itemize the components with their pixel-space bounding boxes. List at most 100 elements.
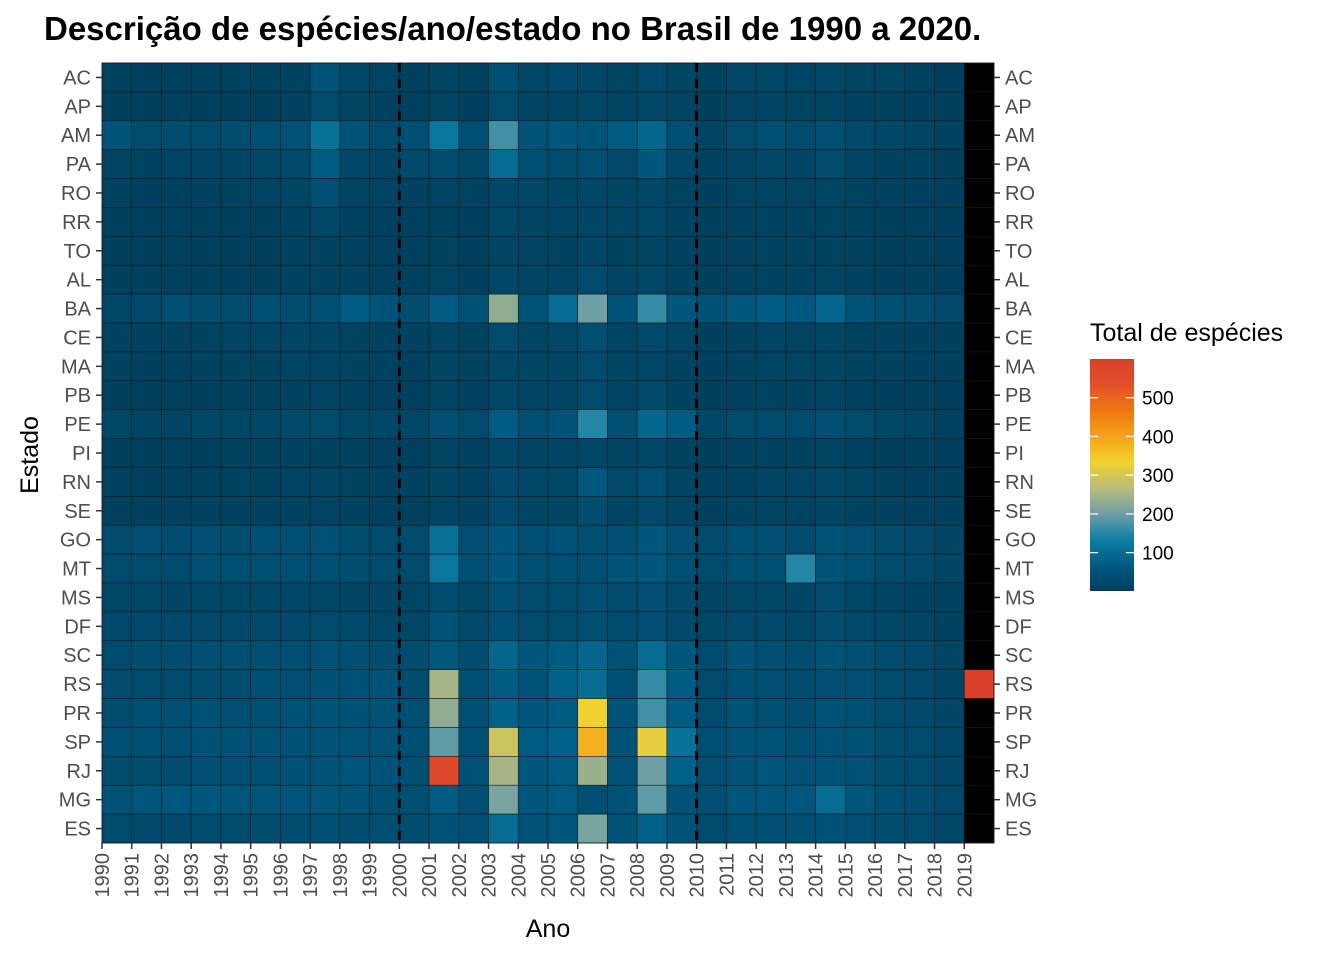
heatmap-cell bbox=[458, 380, 489, 410]
heatmap-cell bbox=[785, 178, 816, 208]
heatmap-cell bbox=[280, 524, 311, 555]
heatmap-cell bbox=[726, 178, 757, 208]
heatmap-cell bbox=[517, 91, 549, 122]
heatmap-cell bbox=[696, 813, 727, 844]
heatmap-cell bbox=[904, 120, 935, 150]
heatmap-cell bbox=[666, 149, 697, 179]
heatmap-cell bbox=[190, 496, 222, 526]
heatmap-cell bbox=[488, 467, 519, 497]
heatmap-cell bbox=[250, 553, 281, 584]
heatmap-cell bbox=[785, 293, 816, 324]
heatmap-cell bbox=[547, 640, 579, 670]
heatmap-cell bbox=[339, 438, 370, 468]
heatmap-cell bbox=[161, 409, 192, 439]
heatmap-cell bbox=[458, 727, 489, 757]
y-tick-label-right: PI bbox=[1005, 443, 1024, 465]
heatmap-cell bbox=[161, 611, 192, 642]
heatmap-cell bbox=[963, 582, 995, 613]
heatmap-cell bbox=[636, 640, 668, 670]
heatmap-cell bbox=[488, 582, 519, 613]
heatmap-cell bbox=[161, 438, 192, 468]
heatmap-cell bbox=[815, 322, 846, 353]
heatmap-cell bbox=[458, 62, 489, 93]
heatmap-cell bbox=[726, 409, 757, 439]
heatmap-cell bbox=[309, 669, 341, 699]
heatmap-cell bbox=[428, 727, 460, 757]
heatmap-cell bbox=[190, 149, 222, 179]
heatmap-cell bbox=[428, 756, 460, 786]
heatmap-cell bbox=[904, 611, 935, 642]
heatmap-cell bbox=[577, 322, 608, 353]
heatmap-cell bbox=[161, 120, 192, 150]
y-tick-label-right: ES bbox=[1005, 819, 1032, 841]
heatmap-cell bbox=[577, 207, 608, 237]
heatmap-cell bbox=[190, 322, 222, 353]
heatmap-cell bbox=[755, 438, 787, 468]
heatmap-cell bbox=[131, 293, 162, 324]
heatmap-cell bbox=[696, 698, 727, 728]
heatmap-cell bbox=[309, 438, 341, 468]
heatmap-cell bbox=[934, 207, 965, 237]
heatmap-cell bbox=[904, 756, 935, 786]
heatmap-cell bbox=[131, 640, 162, 670]
heatmap-cell bbox=[874, 62, 906, 93]
heatmap-cell bbox=[934, 756, 965, 786]
heatmap-cell bbox=[547, 496, 579, 526]
heatmap-cell bbox=[904, 467, 935, 497]
legend-tick-label: 400 bbox=[1142, 427, 1174, 448]
heatmap-cell bbox=[696, 553, 727, 584]
heatmap-cell bbox=[309, 640, 341, 670]
heatmap-cell bbox=[428, 120, 460, 150]
heatmap-cell bbox=[280, 611, 311, 642]
heatmap-cell bbox=[458, 236, 489, 266]
heatmap-cell bbox=[488, 553, 519, 584]
heatmap-cell bbox=[755, 91, 787, 122]
heatmap-cell bbox=[547, 611, 579, 642]
heatmap-cell bbox=[815, 207, 846, 237]
y-axis-right: AC AP AM PA RO RR TO AL BA CE MA PB PE PI RN SE GO MT MS DF… bbox=[994, 67, 1037, 841]
heatmap-cell bbox=[517, 236, 549, 266]
heatmap-cell bbox=[131, 120, 162, 150]
heatmap-cell bbox=[547, 438, 579, 468]
heatmap-cell bbox=[220, 178, 251, 208]
heatmap-cell bbox=[547, 727, 579, 757]
heatmap-cell bbox=[666, 582, 697, 613]
heatmap-cell bbox=[755, 582, 787, 613]
heatmap-cell bbox=[101, 727, 133, 757]
heatmap-cell bbox=[547, 553, 579, 584]
heatmap-cell bbox=[161, 582, 192, 613]
heatmap-cell bbox=[577, 236, 608, 266]
heatmap-cell bbox=[726, 813, 757, 844]
heatmap-cell bbox=[785, 698, 816, 728]
heatmap-cell bbox=[220, 467, 251, 497]
x-tick-label: 1991 bbox=[122, 853, 144, 898]
heatmap-cell bbox=[815, 553, 846, 584]
heatmap-cell bbox=[131, 438, 162, 468]
heatmap-cell bbox=[339, 640, 370, 670]
heatmap-cell bbox=[250, 756, 281, 786]
heatmap-cell bbox=[874, 582, 906, 613]
heatmap-cell bbox=[963, 784, 995, 815]
y-tick-label-right: MG bbox=[1005, 790, 1037, 812]
heatmap-cell bbox=[963, 293, 995, 324]
heatmap-cell bbox=[934, 813, 965, 844]
heatmap-cell bbox=[220, 582, 251, 613]
heatmap-cell bbox=[547, 264, 579, 295]
heatmap-cell bbox=[904, 669, 935, 699]
heatmap-cell bbox=[785, 91, 816, 122]
heatmap-cell bbox=[785, 813, 816, 844]
heatmap-cell bbox=[309, 409, 341, 439]
heatmap-cell bbox=[369, 438, 400, 468]
heatmap-cell bbox=[666, 409, 697, 439]
y-tick-label: RN bbox=[62, 472, 91, 494]
heatmap-cell bbox=[963, 524, 995, 555]
heatmap-cell bbox=[399, 322, 430, 353]
heatmap-cell bbox=[874, 409, 906, 439]
heatmap-cell bbox=[785, 264, 816, 295]
y-tick-label: SE bbox=[64, 501, 91, 523]
heatmap-cell bbox=[399, 236, 430, 266]
heatmap-cell bbox=[934, 698, 965, 728]
heatmap-cell bbox=[577, 582, 608, 613]
heatmap-cell bbox=[369, 322, 400, 353]
heatmap-cell bbox=[488, 727, 519, 757]
